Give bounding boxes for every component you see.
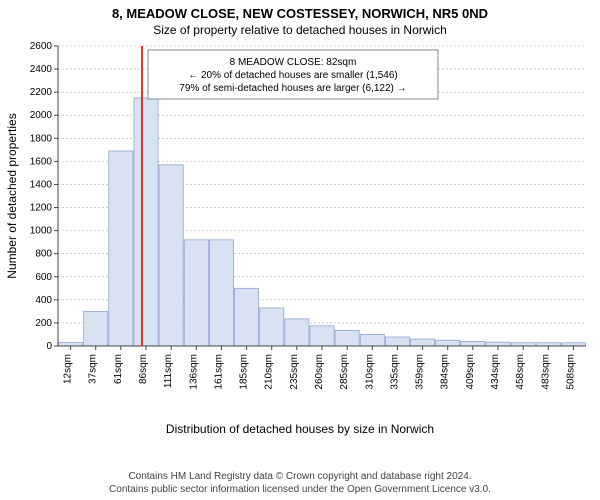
histogram-bar (385, 337, 409, 346)
x-tick-label: 136sqm (188, 354, 199, 390)
x-tick-label: 161sqm (213, 354, 224, 390)
x-tick-label: 458sqm (515, 354, 526, 390)
histogram-bar (335, 330, 359, 346)
y-tick-label: 2600 (30, 41, 53, 52)
x-tick-label: 508sqm (565, 354, 576, 390)
y-tick-label: 1600 (30, 156, 53, 167)
histogram-bar (159, 165, 183, 346)
y-tick-label: 1200 (30, 203, 53, 214)
histogram-bar (235, 288, 259, 346)
x-tick-label: 434sqm (490, 354, 501, 390)
histogram-bar (461, 341, 485, 346)
y-tick-label: 1800 (30, 133, 53, 144)
y-tick-label: 200 (35, 318, 52, 329)
histogram-bar (109, 151, 133, 346)
chart-area: 0 200 400 600 800 1000 1200 1400 1600 1800 2000 220… (0, 40, 600, 440)
histogram-bar (134, 98, 158, 346)
y-tick-label: 1400 (30, 179, 53, 190)
histogram-bar (59, 343, 83, 346)
page-title: 8, MEADOW CLOSE, NEW COSTESSEY, NORWICH,… (0, 0, 600, 21)
x-tick-label: 185sqm (239, 354, 250, 390)
histogram-bar (260, 308, 284, 346)
x-tick-label: 111sqm (163, 354, 174, 388)
histogram-bar (411, 339, 435, 346)
x-tick-label: 37sqm (88, 354, 99, 384)
page: 8, MEADOW CLOSE, NEW COSTESSEY, NORWICH,… (0, 0, 600, 500)
x-tick-label: 86sqm (138, 354, 149, 384)
annotation-line: ← 20% of detached houses are smaller (1,… (188, 70, 398, 81)
histogram-bar (209, 240, 233, 346)
x-tick-label: 260sqm (314, 354, 325, 390)
y-tick-label: 800 (35, 249, 52, 260)
histogram-bar (310, 326, 334, 346)
x-tick-label: 384sqm (440, 354, 451, 390)
y-axis-label: Number of detached properties (5, 113, 19, 278)
histogram-bar (436, 340, 460, 346)
y-tick-label: 600 (35, 272, 52, 283)
x-tick-label: 409sqm (465, 354, 476, 390)
annotation-line: 79% of semi-detached houses are larger (… (179, 83, 406, 94)
y-tick-label: 400 (35, 295, 52, 306)
x-tick-label: 335sqm (389, 354, 400, 390)
histogram-chart: 0 200 400 600 800 1000 1200 1400 1600 1800 2000 220… (0, 40, 600, 440)
histogram-bar (184, 240, 208, 346)
footer-line-1: Contains HM Land Registry data © Crown c… (0, 470, 600, 483)
histogram-bar (285, 319, 309, 346)
histogram-bar (84, 311, 108, 346)
x-axis-label: Distribution of detached houses by size … (0, 422, 600, 436)
x-tick-label: 210sqm (264, 354, 275, 390)
x-tick-label: 359sqm (415, 354, 426, 390)
x-tick-label: 285sqm (339, 354, 350, 390)
x-tick-label: 235sqm (289, 354, 300, 390)
x-tick-label: 61sqm (113, 354, 124, 384)
footer-line-2: Contains public sector information licen… (0, 483, 600, 496)
x-tick-label: 310sqm (364, 354, 375, 390)
histogram-bar (360, 334, 384, 346)
annotation-line: 8 MEADOW CLOSE: 82sqm (230, 57, 357, 68)
y-tick-label: 2400 (30, 64, 53, 75)
y-tick-label: 0 (46, 341, 52, 352)
page-subtitle: Size of property relative to detached ho… (0, 21, 600, 37)
y-tick-label: 1000 (30, 226, 53, 237)
y-tick-label: 2000 (30, 110, 53, 121)
x-tick-label: 12sqm (63, 354, 74, 384)
y-tick-label: 2200 (30, 87, 53, 98)
x-tick-label: 483sqm (540, 354, 551, 390)
histogram-bar (486, 342, 510, 346)
footer: Contains HM Land Registry data © Crown c… (0, 470, 600, 496)
